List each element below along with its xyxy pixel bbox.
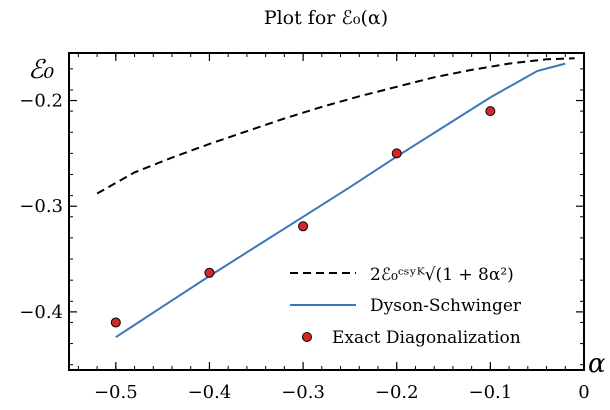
exact-diagonalization-point bbox=[204, 267, 215, 278]
x-tick-label: 0 bbox=[578, 382, 589, 403]
tick-group: −0.5 −0.4 −0.3 −0.2 −0.1 0 −0.4 −0.3 −0.2 bbox=[19, 53, 590, 403]
legend-swatch-exact-diagonalization bbox=[302, 332, 312, 342]
x-tick-label: −0.2 bbox=[375, 382, 419, 403]
legend: 2ℰ₀ᶜˢʸᴷ√(1 + 8α²) Dyson-Schwinger Exact … bbox=[290, 265, 522, 348]
analytic-line bbox=[96, 57, 575, 195]
x-tick-label: −0.5 bbox=[94, 382, 138, 403]
y-tick-label: −0.4 bbox=[19, 302, 63, 323]
chart-title: Plot for ℰ₀(α) bbox=[264, 7, 388, 29]
y-tick-label: −0.3 bbox=[19, 196, 63, 217]
plot-area bbox=[96, 57, 575, 339]
exact-diagonalization-point bbox=[391, 148, 402, 159]
exact-diagonalization-point bbox=[298, 221, 309, 232]
legend-label-exact-diagonalization: Exact Diagonalization bbox=[332, 328, 521, 348]
x-tick-label: −0.4 bbox=[188, 382, 232, 403]
x-axis-label: α bbox=[588, 349, 606, 379]
plot-frame bbox=[68, 52, 585, 371]
x-tick-label: −0.3 bbox=[281, 382, 325, 403]
x-tick-label: −0.1 bbox=[469, 382, 513, 403]
legend-label-analytic: 2ℰ₀ᶜˢʸᴷ√(1 + 8α²) bbox=[370, 265, 514, 285]
y-axis-label: ℰ₀ bbox=[28, 55, 55, 85]
exact-diagonalization-point bbox=[485, 106, 496, 117]
exact-diagonalization-point bbox=[110, 317, 121, 328]
y-tick-label: −0.2 bbox=[19, 91, 63, 112]
dyson-schwinger-line bbox=[115, 62, 566, 339]
legend-label-dyson-schwinger: Dyson-Schwinger bbox=[370, 296, 522, 316]
